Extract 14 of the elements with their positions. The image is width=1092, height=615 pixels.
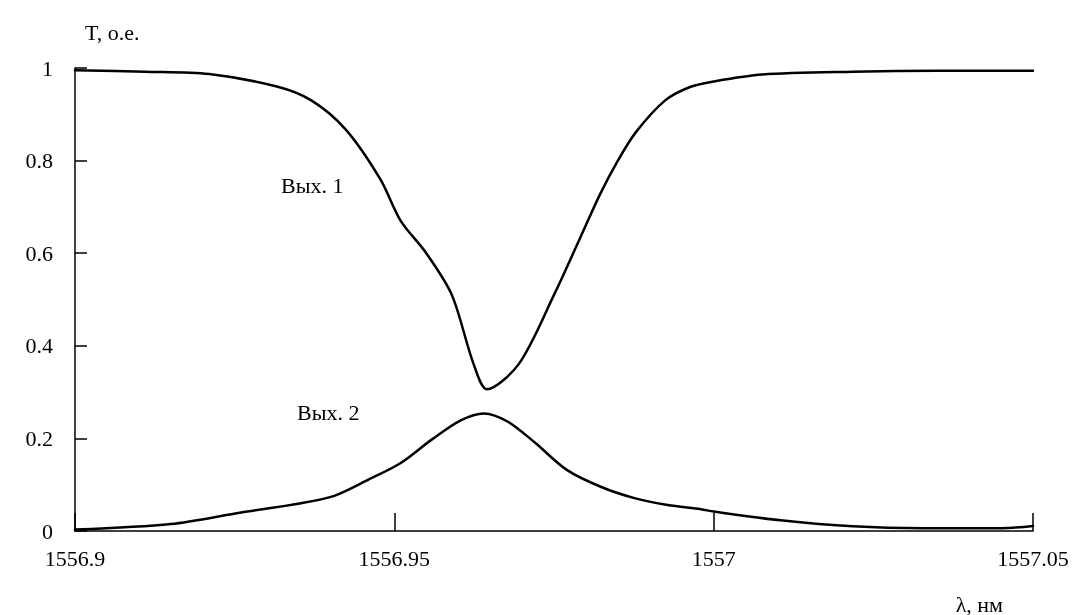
- y-tick-label: 0.4: [25, 333, 53, 359]
- annotation: Вых. 2: [297, 399, 360, 425]
- y-tick-label: 0.2: [25, 425, 53, 451]
- y-tick-label: 0.8: [25, 148, 53, 174]
- x-tick-label: 1556.95: [358, 545, 431, 571]
- y-tick-label: 0: [42, 518, 53, 544]
- y-tick-label: 1: [42, 55, 53, 81]
- x-tick-label: 1557.05: [997, 545, 1069, 571]
- x-tick-label: 1557: [691, 545, 736, 571]
- y-axis-title: T, о.е.: [85, 19, 140, 45]
- x-axis-title: λ, нм: [955, 591, 1004, 615]
- y-tick-label: 0.6: [25, 240, 53, 266]
- x-tick-label: 1556.9: [44, 545, 106, 571]
- annotation: Вых. 1: [281, 172, 344, 198]
